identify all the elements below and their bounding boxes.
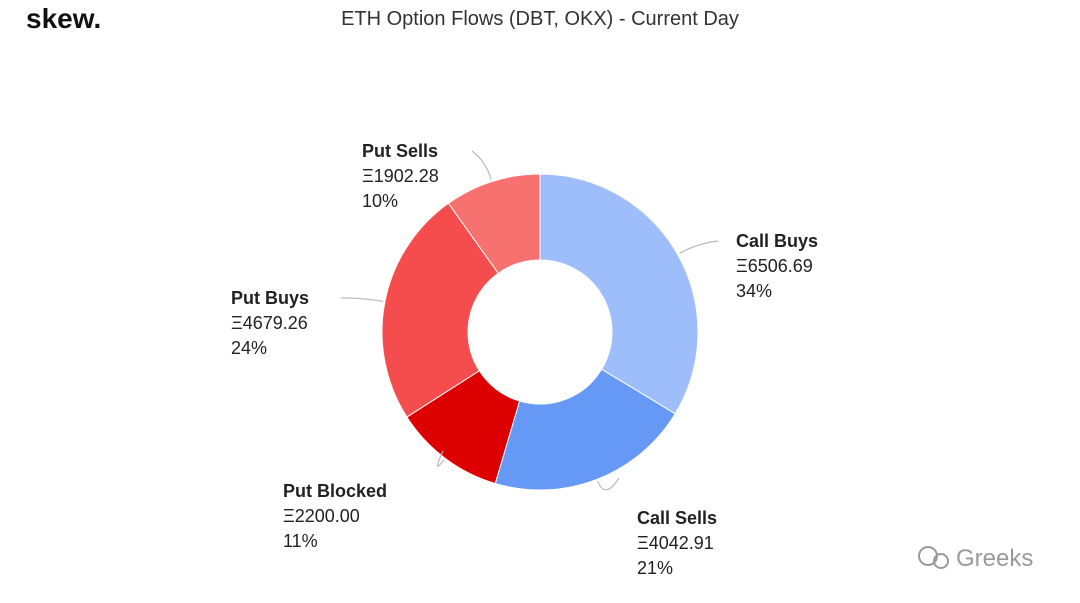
donut-slice — [494, 368, 676, 491]
slice-label: Put Buys — [231, 288, 309, 308]
slice-percent-label: 24% — [231, 338, 267, 358]
donut-slice — [539, 173, 699, 415]
leader-line — [437, 450, 445, 467]
watermark: Greeks — [918, 545, 1033, 572]
watermark-text: Greeks — [956, 545, 1033, 572]
slice-percent-label: 21% — [637, 558, 673, 578]
slice-percent-label: 11% — [283, 531, 318, 551]
donut-slice — [447, 173, 541, 275]
slice-value-label: Ξ4679.26 — [231, 313, 308, 333]
leader-line — [471, 150, 492, 180]
slice-value-label: Ξ1902.28 — [362, 166, 439, 186]
slice-label: Put Sells — [362, 141, 438, 161]
slice-label: Call Sells — [637, 508, 717, 528]
slice-label: Put Blocked — [283, 481, 387, 501]
slice-label: Call Buys — [736, 231, 818, 251]
leader-line — [597, 477, 620, 491]
slice-percent-label: 34% — [736, 281, 772, 301]
leader-line — [340, 297, 384, 303]
chart-title: ETH Option Flows (DBT, OKX) - Current Da… — [341, 8, 739, 30]
slice-value-label: Ξ4042.91 — [637, 533, 714, 553]
brand-logo: skew. — [26, 3, 101, 34]
watermark-icon — [933, 553, 949, 569]
slice-value-label: Ξ6506.69 — [736, 256, 813, 276]
slice-percent-label: 10% — [362, 191, 398, 211]
donut-slice — [381, 202, 499, 418]
leader-line — [679, 240, 719, 254]
slice-value-label: Ξ2200.00 — [283, 506, 360, 526]
